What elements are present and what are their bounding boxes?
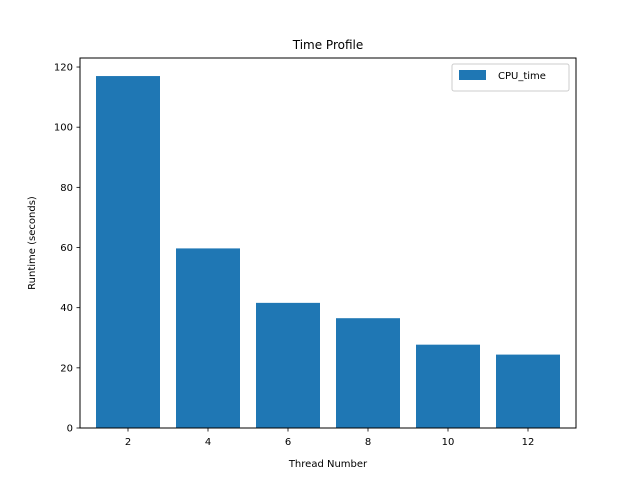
x-tick-label: 6 bbox=[285, 437, 291, 448]
y-tick-label: 60 bbox=[60, 243, 73, 254]
chart-title: Time Profile bbox=[292, 38, 364, 52]
bar-12 bbox=[496, 354, 560, 428]
x-tick-label: 2 bbox=[125, 437, 131, 448]
bar-4 bbox=[176, 248, 240, 428]
y-tick-label: 0 bbox=[67, 424, 73, 435]
legend: CPU_time bbox=[451, 63, 570, 92]
bar-10 bbox=[416, 344, 480, 428]
bars-group bbox=[96, 76, 560, 429]
x-axis: 2 4 6 8 10 12 bbox=[125, 428, 535, 448]
bar-2 bbox=[96, 76, 160, 429]
y-tick-label: 20 bbox=[60, 363, 73, 374]
y-axis-label: Runtime (seconds) bbox=[27, 196, 38, 290]
y-tick-label: 120 bbox=[54, 63, 73, 74]
plot-frame bbox=[79, 57, 577, 429]
y-tick-label: 80 bbox=[60, 183, 73, 194]
x-tick-label: 4 bbox=[205, 437, 211, 448]
bar-8 bbox=[336, 318, 400, 428]
x-tick-label: 12 bbox=[522, 437, 535, 448]
x-tick-label: 10 bbox=[442, 437, 455, 448]
y-axis: 0 20 40 60 80 100 120 bbox=[54, 63, 80, 435]
y-tick-label: 100 bbox=[54, 123, 73, 134]
y-tick-label: 40 bbox=[60, 303, 73, 314]
legend-label: CPU_time bbox=[498, 71, 546, 82]
legend-swatch bbox=[459, 70, 486, 80]
x-tick-label: 8 bbox=[365, 437, 371, 448]
bar-6 bbox=[256, 302, 320, 428]
x-axis-label: Thread Number bbox=[288, 459, 368, 470]
